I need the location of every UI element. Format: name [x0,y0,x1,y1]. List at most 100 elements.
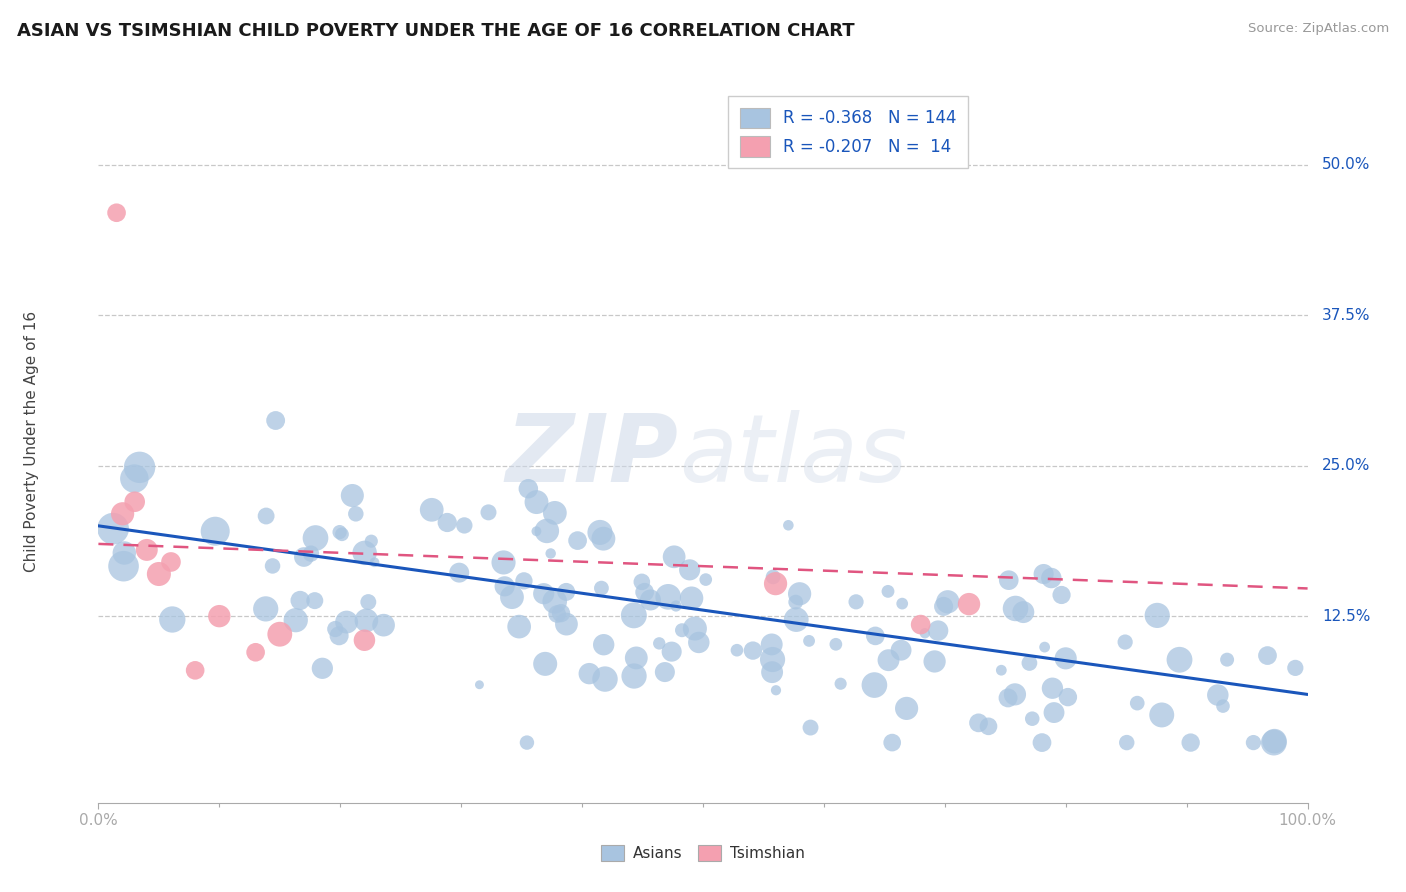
Point [877,584,900,599]
Point [112,546,135,560]
Point [546,607,568,621]
Point [148,567,170,582]
Point [124,494,146,508]
Text: 25.0%: 25.0% [1322,458,1371,473]
Point [288,593,311,607]
Text: ASIAN VS TSIMSHIAN CHILD POVERTY UNDER THE AGE OF 16 CORRELATION CHART: ASIAN VS TSIMSHIAN CHILD POVERTY UNDER T… [17,22,855,40]
Point [977,719,1000,733]
Point [665,599,688,613]
Point [508,619,530,633]
Point [112,559,135,574]
Point [778,518,800,533]
Point [373,618,395,632]
Point [1115,735,1137,749]
Point [681,591,703,606]
Point [1021,712,1043,726]
Point [924,655,946,669]
Point [593,672,616,686]
Point [323,622,346,636]
Point [477,505,499,519]
Point [292,549,315,564]
Point [785,595,807,609]
Point [990,663,1012,677]
Point [254,602,277,616]
Point [671,624,693,638]
Point [761,665,783,680]
Point [830,677,852,691]
Point [1168,653,1191,667]
Point [725,643,748,657]
Point [640,593,662,607]
Text: 37.5%: 37.5% [1322,308,1371,323]
Point [517,482,540,496]
Point [420,503,443,517]
Point [160,555,183,569]
Point [540,546,562,560]
Point [623,669,645,683]
Point [1212,699,1234,714]
Point [330,527,353,541]
Point [1018,656,1040,670]
Point [1004,601,1026,615]
Point [997,690,1019,705]
Point [799,721,821,735]
Point [1263,734,1285,748]
Point [927,624,949,638]
Text: ZIP: ZIP [506,410,679,502]
Point [269,627,291,641]
Point [536,524,558,538]
Point [254,508,277,523]
Point [111,507,134,521]
Point [526,524,548,539]
Point [555,585,578,599]
Point [101,522,124,536]
Point [896,701,918,715]
Point [1004,687,1026,701]
Point [1206,688,1229,702]
Point [1284,661,1306,675]
Point [957,597,980,611]
Point [1033,640,1056,654]
Point [550,606,572,620]
Point [661,645,683,659]
Point [630,574,652,589]
Point [1043,706,1066,720]
Point [363,555,385,569]
Point [534,657,557,671]
Point [245,645,267,659]
Point [124,472,146,486]
Point [657,590,679,604]
Point [555,617,578,632]
Point [1031,735,1053,749]
Point [204,524,226,539]
Point [845,595,868,609]
Point [1114,635,1136,649]
Legend: Asians, Tsimshian: Asians, Tsimshian [595,839,811,867]
Point [1012,605,1035,619]
Text: Child Poverty Under the Age of 16: Child Poverty Under the Age of 16 [24,311,39,572]
Point [1057,690,1080,705]
Point [105,205,128,219]
Point [353,546,375,560]
Point [360,534,382,549]
Point [336,615,359,629]
Text: 12.5%: 12.5% [1322,608,1371,624]
Point [468,678,491,692]
Point [1150,708,1173,723]
Point [688,635,710,649]
Point [1050,588,1073,602]
Point [449,566,471,580]
Point [311,661,333,675]
Point [1146,608,1168,623]
Point [516,735,538,749]
Point [162,612,184,626]
Point [765,576,787,591]
Point [932,599,955,614]
Point [683,622,706,636]
Point [678,563,700,577]
Point [513,574,536,588]
Point [357,595,380,609]
Point [492,556,515,570]
Point [299,547,322,561]
Point [284,613,307,627]
